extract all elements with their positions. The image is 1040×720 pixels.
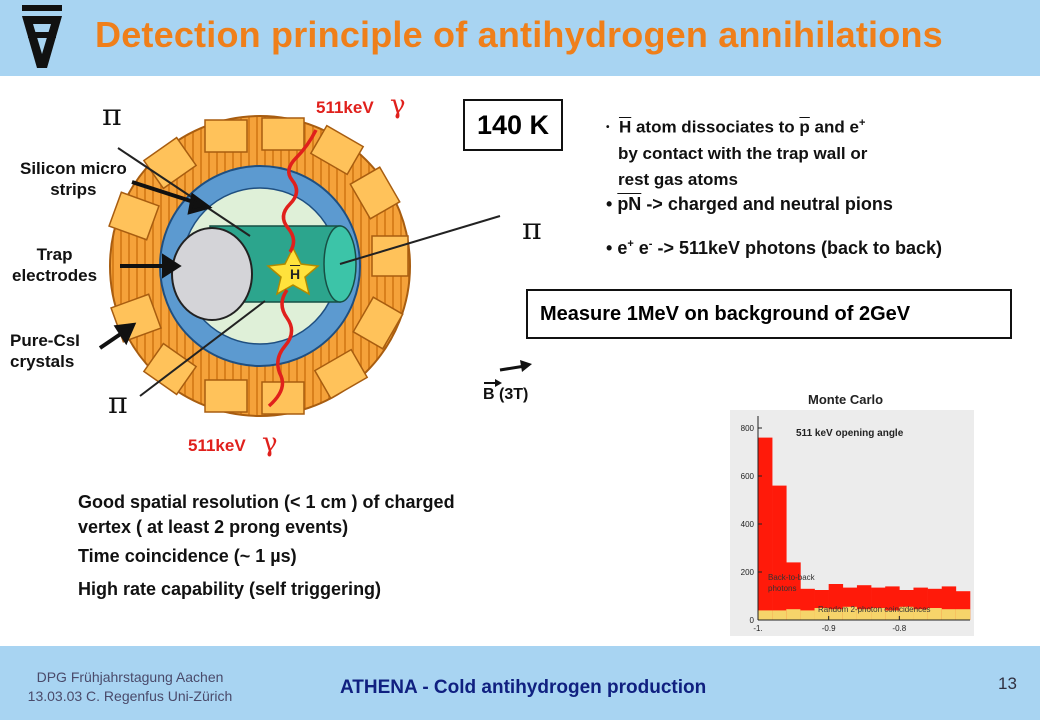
bullet-dissociation: • H atom dissociates to p and e+ by cont…: [606, 117, 868, 190]
antihydrogen-label: H: [290, 266, 301, 282]
background-bar: [885, 610, 900, 620]
temperature-box: 140 K: [463, 99, 563, 151]
signal-bar: [772, 485, 787, 620]
page-title: Detection principle of antihydrogen anni…: [95, 14, 943, 55]
b-field-label: B (3T): [483, 386, 529, 403]
background-bar: [955, 609, 971, 620]
y-tick-label: 800: [741, 424, 755, 433]
pion-label-top-left: π: [102, 98, 122, 133]
gamma-label-bottom: γ: [262, 428, 278, 458]
y-tick-label: 600: [741, 472, 755, 481]
background-bar: [800, 610, 815, 620]
trap-end-disk: [171, 227, 253, 321]
measure-box: Measure 1MeV on background of 2GeV: [526, 289, 1012, 339]
feature-rate: High rate capability (self triggering): [78, 579, 382, 599]
background-bar: [828, 609, 844, 620]
energy-label-top: 511keV: [316, 98, 374, 117]
feature-spatial-2: vertex ( at least 2 prong events): [78, 517, 349, 537]
background-bar: [913, 609, 928, 620]
x-tick-label: -0.9: [822, 624, 836, 633]
background-bar: [842, 606, 858, 620]
page-number: 13: [998, 674, 1017, 693]
footer-conference: DPG Frühjahrstagung Aachen 13.03.03 C. R…: [27, 669, 233, 704]
annotation-back-to-back: Back-to-back: [768, 573, 816, 582]
feature-time: Time coincidence (~ 1 µs): [78, 546, 297, 566]
silicon-label: Silicon micro strips: [20, 159, 127, 199]
pure-csi-label: Pure-CsI crystals: [10, 331, 80, 371]
y-tick-label: 200: [741, 568, 755, 577]
annotation-random: Random 2-photon coincidences: [818, 605, 931, 614]
crystal-blocks: [108, 117, 409, 415]
annihilation-star: [266, 246, 320, 296]
pion-track-2: [339, 215, 501, 265]
signal-bar: [786, 562, 801, 620]
energy-label-bottom: 511keV: [188, 436, 246, 455]
background-bar: [786, 609, 801, 620]
annotation-back-to-back-2: photons: [768, 584, 796, 593]
background-bar: [871, 608, 886, 620]
feature-spatial-1: Good spatial resolution (< 1 cm ) of cha…: [78, 492, 455, 512]
pion-label-right: π: [522, 212, 542, 247]
background-bar: [814, 608, 829, 620]
chart-subtitle: 511 keV opening angle: [796, 428, 904, 439]
photon-wave-top: [281, 129, 318, 253]
gamma-label-top: γ: [390, 90, 406, 120]
photon-wave-bottom: [267, 288, 294, 408]
x-tick-label: -1.: [753, 624, 762, 633]
y-tick-label: 400: [741, 520, 755, 529]
background-bar: [927, 608, 943, 620]
pion-track-1: [117, 147, 251, 237]
opening-angle-histogram: 0 200 400 600 800 -1. -0.9 -0.8 511 keV opening …: [730, 410, 974, 636]
athena-logo-icon: [22, 5, 62, 68]
footer-bar: [0, 646, 1040, 720]
bullet-pions: • pN -> charged and neutral pions: [606, 194, 893, 214]
background-bar: [941, 609, 957, 620]
background-bar: [856, 609, 872, 620]
signal-bar: [758, 437, 773, 620]
detector-diagram: [98, 115, 532, 417]
pion-track-3: [139, 300, 266, 397]
bullet-photons: • e+ e- -> 511keV photons (back to back): [606, 238, 943, 258]
label-arrows: [98, 180, 213, 350]
chart-title: Monte Carlo: [808, 392, 884, 407]
background-bar: [772, 610, 787, 620]
header-bar: [0, 0, 1040, 76]
pion-label-bottom-left: π: [108, 386, 128, 421]
background-bar: [758, 610, 773, 620]
x-tick-label: -0.8: [892, 624, 906, 633]
background-bar: [899, 606, 914, 620]
trap-label: Trap electrodes: [12, 245, 98, 285]
footer-title: ATHENA - Cold antihydrogen production: [340, 677, 707, 698]
y-tick-label: 0: [750, 616, 755, 625]
b-field-arrow: [499, 364, 526, 372]
